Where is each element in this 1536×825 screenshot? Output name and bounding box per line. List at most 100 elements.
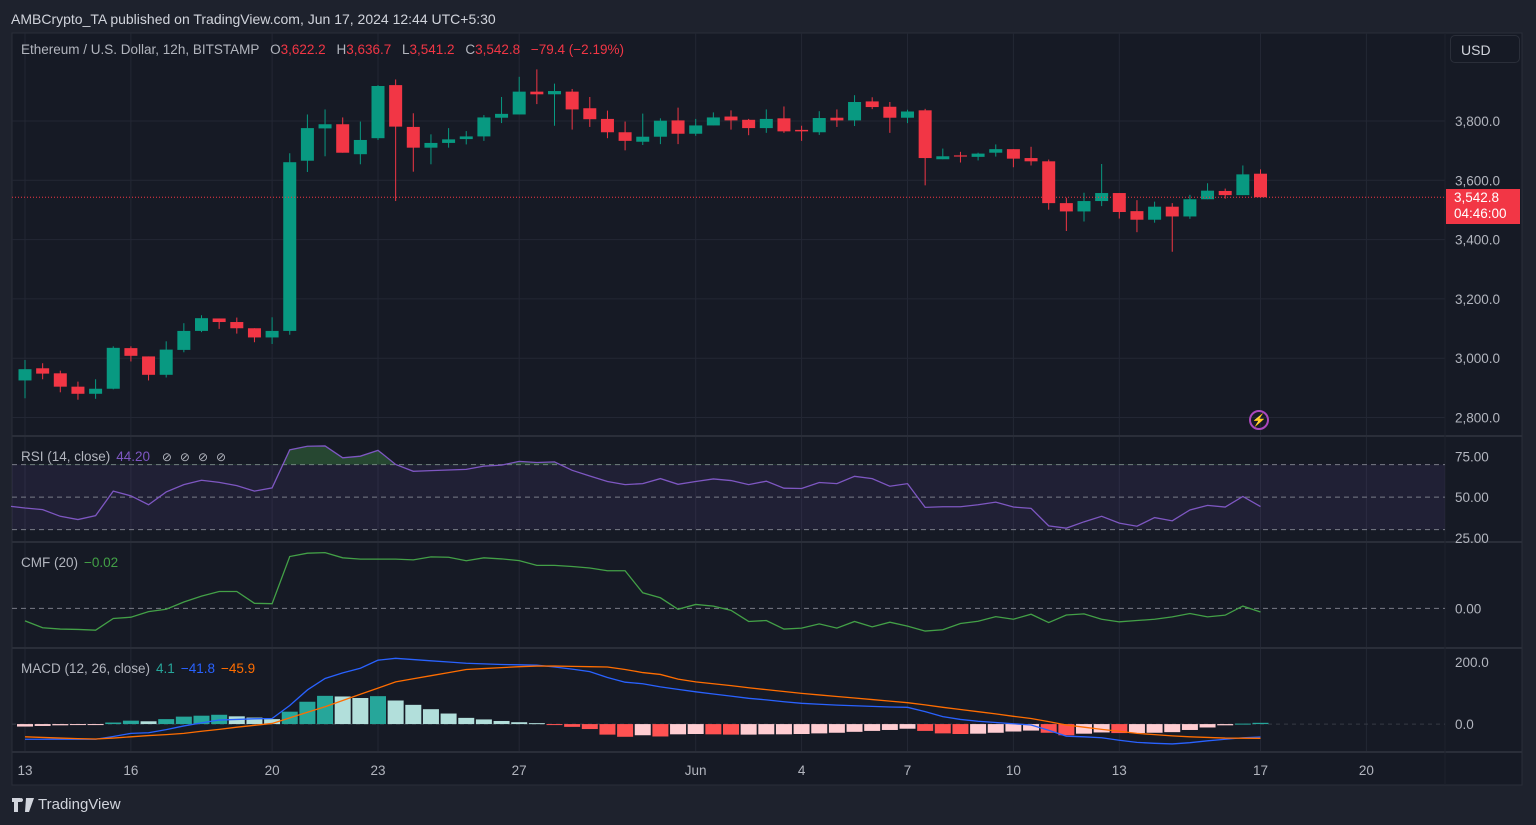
candle-body — [812, 118, 826, 133]
candle-body — [247, 328, 261, 338]
macd-pane — [12, 657, 1445, 745]
macd-histogram-bar — [475, 719, 492, 725]
macd-histogram-bar — [246, 717, 263, 725]
candle-body — [353, 139, 367, 155]
candle-body — [53, 373, 67, 387]
macd-histogram-bar — [1199, 724, 1216, 728]
candle — [865, 97, 879, 110]
candle — [636, 113, 650, 146]
macd-histogram-bar — [687, 724, 704, 735]
macd-histogram-bar — [193, 715, 210, 725]
macd-histogram-bar — [387, 700, 404, 725]
macd-histogram-bar — [828, 724, 845, 733]
candle-body — [142, 356, 156, 375]
macd-histogram-bar — [952, 724, 969, 735]
rsi-pane — [10, 445, 1261, 529]
macd-histogram-bar — [440, 713, 457, 725]
candle — [18, 359, 32, 399]
candle-body — [124, 348, 138, 356]
symbol-legend[interactable]: Ethereum / U.S. Dollar, 12h, BITSTAMP O3… — [21, 42, 624, 57]
pane-separators — [12, 33, 1522, 785]
price-tick-label: 3,000.0 — [1455, 351, 1500, 366]
cmf-tick-label: 0.00 — [1455, 601, 1481, 616]
candle-body — [1236, 174, 1250, 196]
candle — [71, 381, 85, 400]
macd-signal-value: −45.9 — [221, 661, 256, 676]
footer-brand[interactable]: TradingView — [12, 796, 121, 813]
macd-histogram-bar — [634, 724, 651, 736]
cmf-label: CMF (20) — [21, 555, 78, 570]
macd-histogram-bar — [1058, 724, 1075, 736]
rsi-line — [10, 445, 1261, 529]
rsi-legend[interactable]: RSI (14, close) 44.20 ⊘ ⊘ ⊘ ⊘ — [21, 449, 226, 464]
candles — [12, 69, 1445, 400]
macd-histogram-bar — [705, 724, 722, 735]
macd-histogram-bar — [793, 724, 810, 735]
candle-body — [689, 125, 703, 134]
candle — [459, 131, 473, 145]
candle — [353, 121, 367, 165]
candle-body — [671, 120, 685, 134]
candle — [901, 109, 914, 124]
macd-histogram-bar — [1146, 724, 1163, 733]
candle — [1165, 203, 1179, 252]
macd-histogram-bar — [1111, 724, 1128, 734]
macd-histogram-bar — [670, 724, 687, 735]
hidden-value-icon: ⊘ — [197, 450, 209, 464]
hidden-value-icon: ⊘ — [161, 450, 172, 464]
x-tick-label: 13 — [1112, 763, 1127, 778]
candle — [1201, 183, 1215, 200]
candle — [618, 121, 632, 151]
candle-body — [795, 129, 809, 132]
macd-tick-label: 0.0 — [1455, 717, 1474, 732]
publisher-line: AMBCrypto_TA published on TradingView.co… — [11, 11, 496, 27]
macd-line-value: −41.8 — [180, 661, 215, 676]
candle-body — [724, 116, 738, 121]
macd-histogram-bar — [1005, 724, 1022, 732]
close-value: 3,542.8 — [475, 42, 521, 57]
candle-body — [89, 388, 103, 394]
candle-body — [195, 318, 208, 331]
candle — [530, 69, 544, 105]
currency-button[interactable]: USD — [1450, 35, 1520, 63]
bar-countdown: 04:46:00 — [1454, 206, 1507, 221]
candle-body — [1042, 161, 1056, 204]
x-tick-label: 17 — [1253, 763, 1268, 778]
candle — [265, 317, 279, 344]
candle — [389, 79, 403, 202]
candle-body — [865, 101, 879, 108]
rsi-label: RSI (14, close) — [21, 449, 111, 464]
candle-body — [106, 347, 120, 389]
macd-histogram-bar — [140, 721, 157, 725]
macd-histogram-bar — [1128, 724, 1145, 734]
macd-histogram-bar — [1181, 724, 1198, 730]
hidden-value-icon: ⊘ — [179, 450, 190, 464]
candle-body — [371, 86, 385, 139]
x-tick-label: 13 — [17, 763, 32, 778]
close-label: C — [465, 42, 476, 57]
macd-histogram-bar — [1040, 724, 1057, 733]
candle-body — [336, 124, 350, 153]
macd-histogram-bar — [1234, 723, 1251, 725]
candle-body — [618, 132, 632, 141]
cmf-legend[interactable]: CMF (20) −0.02 — [21, 555, 118, 570]
candle — [424, 134, 438, 165]
x-tick-label: 23 — [370, 763, 385, 778]
candle — [177, 323, 191, 353]
lightning-icon[interactable]: ⚡ — [1249, 410, 1269, 430]
candle-body — [159, 349, 173, 375]
candle-body — [530, 91, 544, 95]
candle-body — [653, 120, 667, 137]
macd-legend[interactable]: MACD (12, 26, close) 4.1 −41.8 −45.9 — [21, 661, 255, 676]
axis-labels[interactable]: 13 16 20 23 27 Jun 4 7 10 13 17 20 2,800.0 3,000.0 3,2… — [17, 114, 1500, 778]
candle — [953, 151, 967, 163]
candle — [1218, 188, 1232, 199]
candle — [653, 118, 667, 145]
candle — [883, 102, 897, 133]
candle — [777, 106, 791, 133]
candle — [742, 118, 756, 136]
candle — [124, 346, 138, 362]
change-value: −79.4 (−2.19%) — [530, 42, 624, 57]
candle — [1236, 165, 1250, 196]
